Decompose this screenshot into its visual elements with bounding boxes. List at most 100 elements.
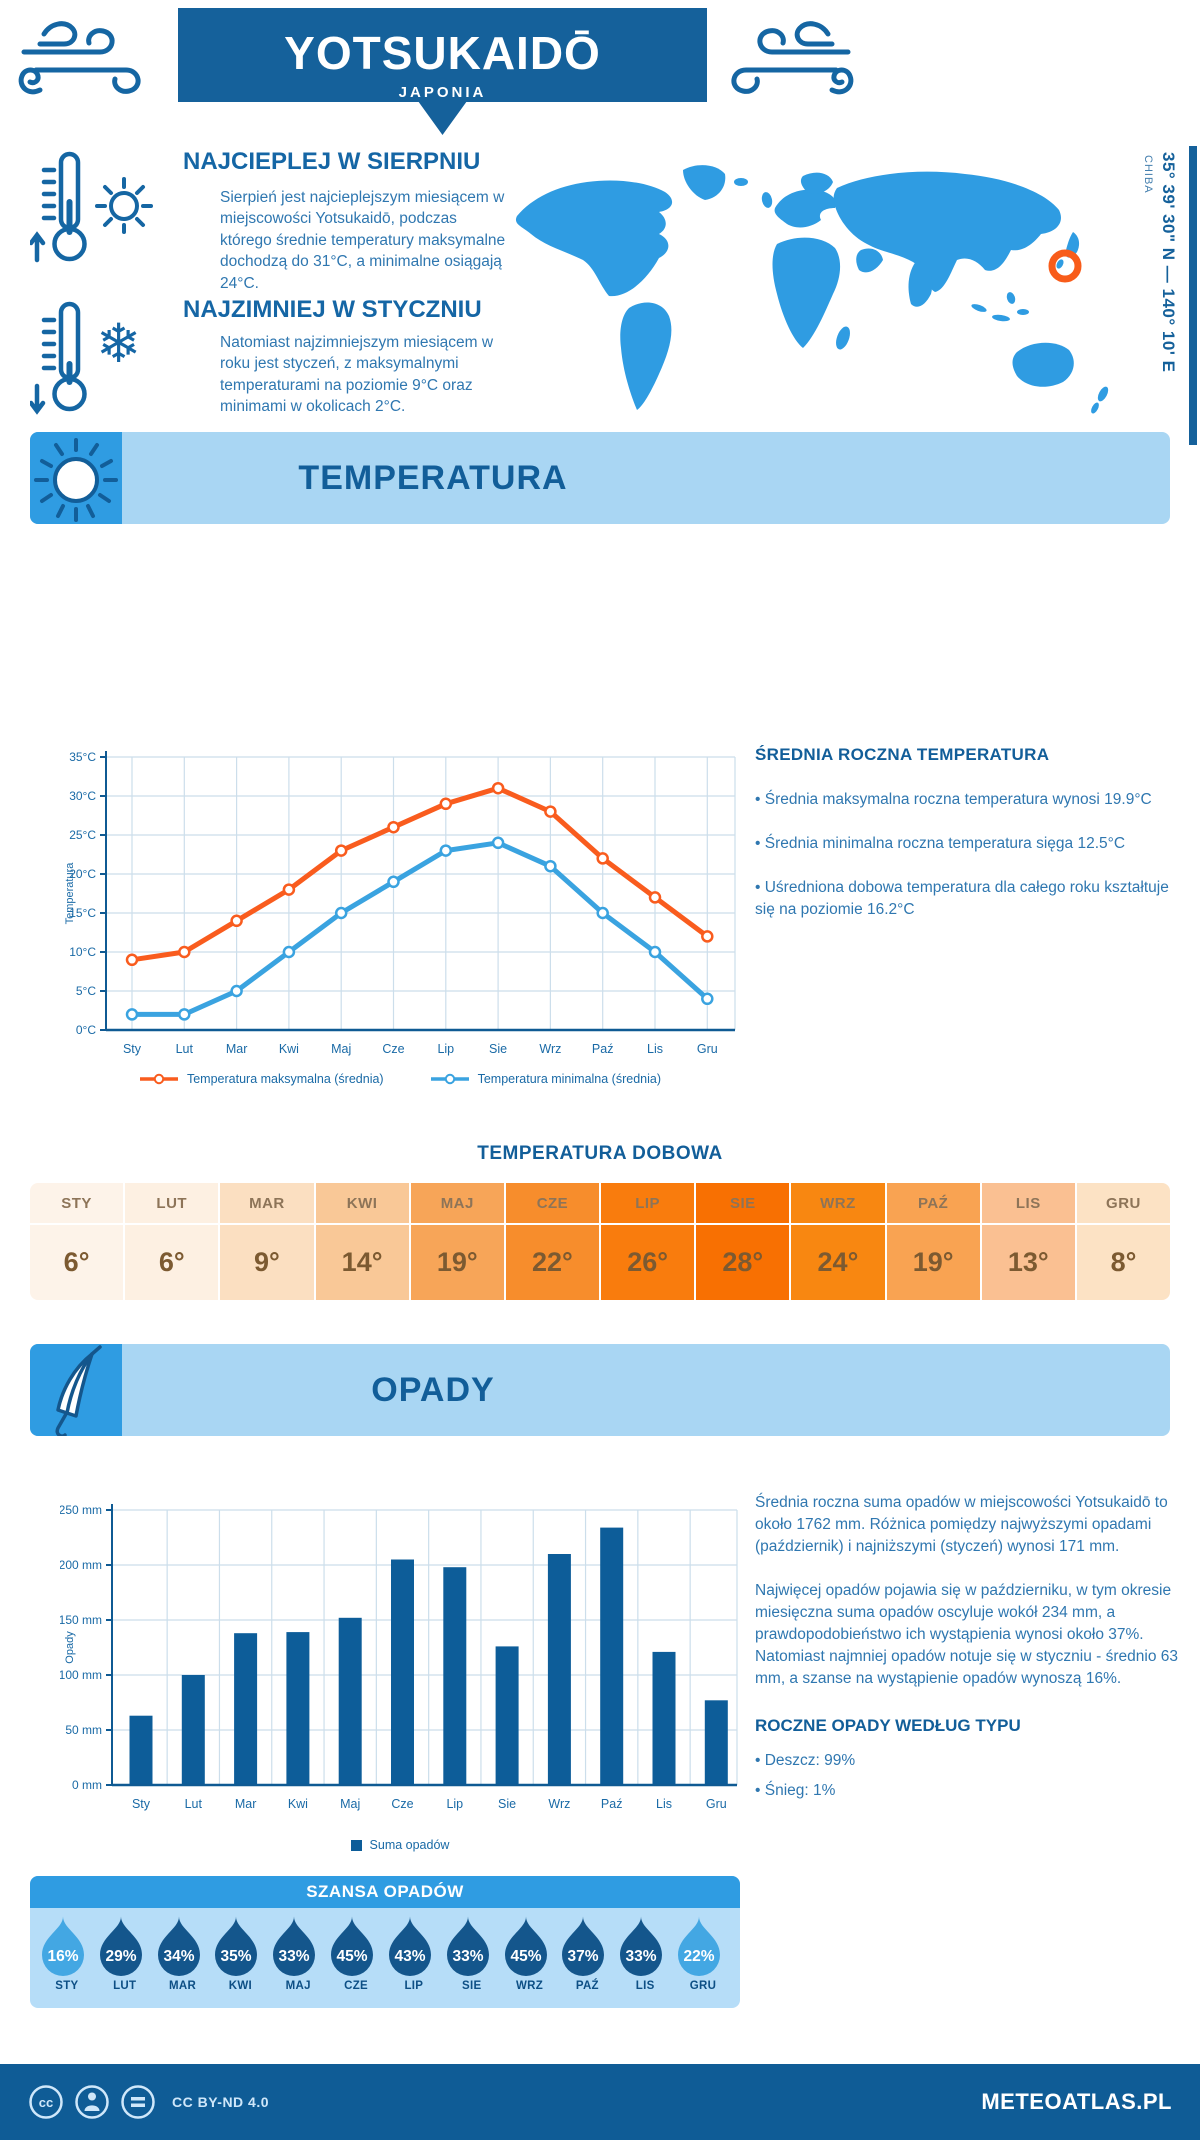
temperature-section-band: TEMPERATURA (30, 432, 1170, 524)
title-banner: YOTSUKAIDŌ JAPONIA (178, 8, 707, 135)
droplet-icon: 22% (678, 1916, 721, 1976)
precipitation-text-panel: Średnia roczna suma opadów w miejscowośc… (755, 1492, 1179, 1810)
location-marker (1048, 249, 1082, 283)
daily-table-column: STY 6° (30, 1183, 126, 1300)
rain-chance-droplet: 37% PAŹ (560, 1915, 614, 1992)
svg-text:Wrz: Wrz (548, 1797, 570, 1811)
svg-text:35°C: 35°C (69, 750, 96, 764)
sun-icon (95, 177, 153, 234)
daily-table-column: LIS 13° (981, 1183, 1077, 1300)
daily-table-column: SIE 28° (696, 1183, 792, 1300)
rain-chance-droplet: 22% GRU (676, 1915, 730, 1992)
page-title: YOTSUKAIDŌ (284, 27, 601, 79)
svg-text:Lut: Lut (185, 1797, 203, 1811)
svg-text:Maj: Maj (340, 1797, 360, 1811)
svg-text:Wrz: Wrz (539, 1042, 561, 1056)
rain-chance-droplet: 35% KWI (213, 1915, 267, 1992)
svg-text:Opady: Opady (64, 1631, 76, 1664)
precipitation-band-icon-box (30, 1344, 122, 1436)
thermometer-cold-icon (30, 301, 87, 415)
droplet-month-label: WRZ (515, 1980, 544, 1992)
daily-table-value: 9° (220, 1225, 314, 1300)
svg-text:29%: 29% (105, 1948, 136, 1965)
warm-paragraph: Sierpień jest najcieplejszym miesiącem w… (220, 189, 506, 292)
daily-table-month: LUT (125, 1183, 219, 1225)
daily-table-month: SIE (696, 1183, 790, 1225)
rain-chance-droplet: 33% SIE (445, 1915, 499, 1992)
world-map (515, 165, 1109, 414)
svg-text:Sty: Sty (123, 1042, 142, 1056)
wind-icon (18, 21, 141, 95)
svg-text:Mar: Mar (226, 1042, 248, 1056)
droplet-month-label: LUT (113, 1980, 137, 1992)
daily-table-value: 26° (601, 1225, 695, 1300)
daily-table-column: CZE 22° (505, 1183, 602, 1300)
rain-chance-droplet: 43% LIP (387, 1915, 441, 1992)
precipitation-paragraph-2: Najwięcej opadów pojawia się w październ… (755, 1582, 1179, 1687)
rain-chance-panel: SZANSA OPADÓW 16% STY 29% LUT 34% MAR 35% KWI 33… (30, 1876, 740, 2008)
svg-text:150 mm: 150 mm (60, 1613, 102, 1627)
warm-heading: NAJCIEPLEJ W SIERPNIU (183, 148, 481, 175)
droplet-month-label: MAJ (285, 1980, 311, 1992)
precipitation-chart-legend: Suma opadów (60, 1838, 740, 1852)
daily-table-column: WRZ 24° (791, 1183, 887, 1300)
svg-text:Lis: Lis (647, 1042, 663, 1056)
svg-text:16%: 16% (47, 1948, 78, 1965)
svg-text:35%: 35% (221, 1948, 252, 1965)
precipitation-type-snow: • Śnieg: 1% (755, 1782, 836, 1799)
svg-text:45%: 45% (510, 1948, 541, 1965)
droplet-icon: 34% (157, 1916, 200, 1976)
droplet-icon: 37% (562, 1916, 605, 1976)
rain-chance-droplet: 29% LUT (98, 1915, 152, 1992)
daily-temperature-title: TEMPERATURA DOBOWA (477, 1143, 723, 1164)
daily-table-value: 19° (410, 1225, 504, 1300)
daily-table-month: STY (30, 1183, 124, 1225)
rain-chance-droplets: 16% STY 29% LUT 34% MAR 35% KWI 33% MAJ 45% CZE 43% L… (30, 1908, 740, 1992)
svg-text:Gru: Gru (706, 1797, 727, 1811)
daily-table-value: 14° (315, 1225, 409, 1300)
svg-text:Kwi: Kwi (279, 1042, 299, 1056)
svg-text:200 mm: 200 mm (60, 1558, 102, 1572)
svg-text:37%: 37% (568, 1948, 599, 1965)
svg-text:33%: 33% (452, 1948, 483, 1965)
precipitation-type-rain: • Deszcz: 99% (755, 1752, 856, 1769)
temperature-line-chart: 0°C 5°C 10°C 15°C 20°C 25°C 30°C 35°C Sty Lut Mar K… (64, 750, 736, 1056)
daily-table-column: GRU 8° (1076, 1183, 1170, 1300)
daily-table-value: 28° (696, 1225, 790, 1300)
precipitation-section-band: OPADY (30, 1344, 1170, 1436)
rain-chance-droplet: 16% STY (40, 1915, 94, 1992)
droplet-month-label: KWI (228, 1980, 253, 1992)
svg-text:20°C: 20°C (69, 867, 96, 881)
svg-text:15°C: 15°C (69, 906, 96, 920)
temperature-stats-panel: ŚREDNIA ROCZNA TEMPERATURA • Średnia mak… (755, 745, 1179, 943)
daily-table-month: PAŹ (886, 1183, 980, 1225)
daily-table-month: LIS (981, 1183, 1075, 1225)
droplet-icon: 35% (215, 1916, 258, 1976)
daily-table-value: 6° (30, 1225, 124, 1300)
daily-table-column: LIP 26° (601, 1183, 697, 1300)
daily-table-value: 8° (1076, 1225, 1170, 1300)
svg-text:Cze: Cze (391, 1797, 413, 1811)
daily-table-month: WRZ (791, 1183, 885, 1225)
license-label: CC BY-ND 4.0 (172, 2094, 270, 2110)
svg-text:250 mm: 250 mm (60, 1503, 102, 1517)
svg-text:33%: 33% (626, 1948, 657, 1965)
svg-text:43%: 43% (394, 1948, 425, 1965)
site-name: METEOATLAS.PL (981, 2089, 1172, 2114)
rain-chance-droplet: 33% MAJ (271, 1915, 325, 1992)
daily-table-month: GRU (1076, 1183, 1170, 1225)
daily-table-column: MAR 9° (220, 1183, 316, 1300)
droplet-month-label: LIS (635, 1980, 655, 1992)
svg-text:Lis: Lis (656, 1797, 672, 1811)
droplet-month-label: SIE (461, 1980, 482, 1992)
svg-text:100 mm: 100 mm (60, 1668, 102, 1682)
legend-item: Temperatura minimalna (średnia) (430, 1072, 661, 1086)
thermometer-warm-icon (30, 151, 87, 263)
svg-text:Paź: Paź (592, 1042, 614, 1056)
svg-text:33%: 33% (279, 1948, 310, 1965)
droplet-icon: 33% (446, 1916, 489, 1976)
svg-text:10°C: 10°C (69, 945, 96, 959)
daily-table-value: 19° (886, 1225, 980, 1300)
rain-chance-droplet: 45% WRZ (503, 1915, 557, 1992)
cc-nd-icon (121, 2085, 155, 2119)
